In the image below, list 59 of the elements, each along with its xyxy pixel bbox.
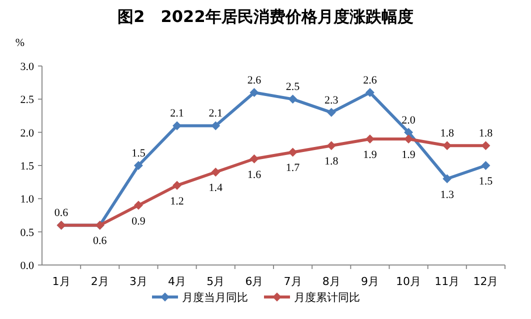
data-label: 2.1 [208,108,222,120]
point [326,108,336,117]
data-label: 2.1 [170,108,184,120]
point [288,94,298,104]
data-label: 1.9 [402,148,416,161]
point [326,141,336,150]
y-axis-title: % [15,37,25,49]
x-tick-label: 3月 [129,275,148,288]
data-label: 2.0 [402,114,416,126]
data-label: 1.2 [170,195,184,208]
point [365,88,374,98]
data-label: 1.4 [208,182,223,194]
point [481,161,490,170]
data-label: 1.5 [132,148,146,160]
x-tick-label: 6月 [245,275,264,288]
x-tick-label: 4月 [168,275,186,288]
data-label: 1.3 [440,188,454,201]
data-label: 2.3 [324,94,339,106]
x-tick-label: 1月 [52,275,70,288]
chart-title: 图2 2022年居民消费价格月度涨跌幅度 [118,7,414,26]
data-label: 2.5 [286,81,300,94]
y-tick-label: 0.5 [20,226,34,239]
data-label: 2.6 [363,74,378,87]
point [211,168,220,177]
y-tick-label: 1.0 [20,194,34,206]
data-label: 0.9 [132,215,146,228]
data-label: 1.8 [478,128,494,140]
data-label: 1.6 [247,168,262,181]
x-tick-label: 12月 [473,275,498,288]
x-tick-label: 7月 [284,275,302,288]
point [250,154,259,164]
point [404,128,414,137]
x-tick-label: 9月 [360,275,379,288]
point [134,200,143,210]
y-tick-label: 1.5 [20,160,34,172]
point [134,161,143,170]
y-tick-label: 0.0 [20,260,34,272]
data-label: 1.8 [440,128,454,140]
data-label: 2.6 [247,74,262,87]
data-label: 1.5 [478,176,494,188]
data-label: 1.9 [363,148,378,161]
y-tick-label: 2.5 [20,94,34,106]
x-tick-label: 10月 [396,275,422,288]
point [288,148,298,157]
point [172,180,182,190]
legend-label: 月度当月同比 [182,291,248,304]
y-tick-label: 2.0 [20,127,34,140]
x-tick-label: 8月 [322,275,340,288]
x-tick-label: 5月 [206,275,225,288]
x-tick-label: 2月 [90,275,109,288]
x-tick-label: 11月 [434,275,460,288]
y-tick-label: 3.0 [20,61,34,73]
point [250,88,259,98]
data-label: 0.6 [93,235,108,248]
data-label: 1.8 [324,156,339,168]
data-label: 1.7 [286,162,300,174]
data-label: 0.6 [54,207,69,220]
point [442,174,452,184]
legend-label: 月度累计同比 [294,291,360,304]
